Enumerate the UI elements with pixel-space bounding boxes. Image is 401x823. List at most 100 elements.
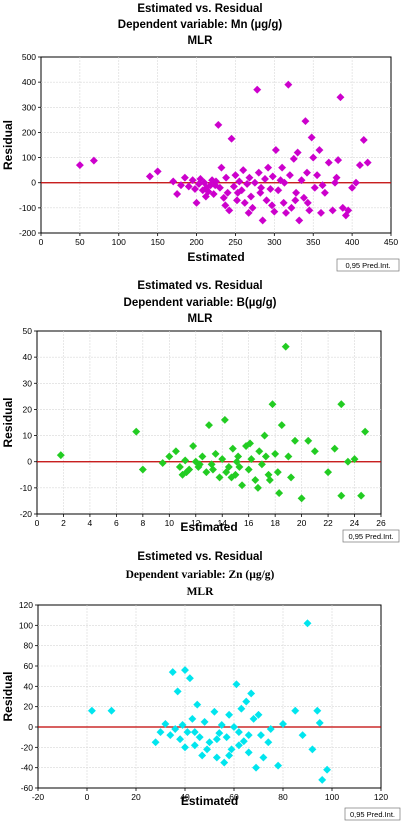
y-tick-label: 0 xyxy=(28,722,33,732)
x-tick-label: 350 xyxy=(306,237,320,247)
data-point xyxy=(271,146,280,155)
data-point xyxy=(229,182,238,191)
data-point xyxy=(222,468,231,477)
x-tick-label: 26 xyxy=(376,518,386,528)
x-tick-label: 200 xyxy=(189,237,203,247)
x-tick-label: 20 xyxy=(297,518,307,528)
data-point xyxy=(231,171,240,180)
y-tick-label: -100 xyxy=(19,203,36,213)
chart-title: Estimeted vs. Residual xyxy=(137,551,262,563)
data-point xyxy=(183,728,192,737)
legend-label: 0,95 Pred.Int. xyxy=(348,532,393,541)
data-point xyxy=(291,706,300,715)
data-point xyxy=(107,706,116,715)
data-point xyxy=(225,710,234,719)
data-point xyxy=(315,718,324,727)
data-point xyxy=(279,198,288,207)
data-point xyxy=(178,720,187,729)
data-point xyxy=(235,177,244,186)
data-point xyxy=(158,459,167,468)
data-point xyxy=(248,203,257,212)
data-point xyxy=(273,468,282,477)
data-point xyxy=(338,203,347,212)
chart-title: Estimated vs. Residual xyxy=(137,3,262,15)
data-point xyxy=(255,447,264,456)
data-point xyxy=(242,697,251,706)
data-point xyxy=(303,619,312,628)
data-point xyxy=(232,196,242,205)
data-point xyxy=(220,758,229,767)
data-point xyxy=(266,184,275,194)
x-tick-label: 300 xyxy=(267,237,281,247)
data-point xyxy=(222,173,231,182)
data-point xyxy=(324,158,333,167)
y-tick-label: 40 xyxy=(23,352,33,362)
y-tick-label: 0 xyxy=(27,457,32,467)
y-axis-label: Residual xyxy=(1,397,15,447)
x-tick-label: 0 xyxy=(85,792,90,802)
data-point xyxy=(225,206,234,215)
data-point xyxy=(165,452,174,461)
data-point xyxy=(190,184,200,194)
data-point xyxy=(278,163,287,172)
data-point xyxy=(138,465,147,474)
chart-method: MLR xyxy=(187,586,215,598)
data-point xyxy=(271,449,280,458)
x-tick-label: 14 xyxy=(217,518,227,528)
data-point xyxy=(185,674,194,683)
legend-label: 0,95 Pred.Int. xyxy=(350,810,395,819)
x-tick-label: 150 xyxy=(151,237,165,247)
plot-area xyxy=(37,604,382,789)
data-point xyxy=(343,457,352,466)
data-point xyxy=(275,489,284,498)
data-point xyxy=(268,172,277,181)
data-point xyxy=(315,146,324,155)
data-point xyxy=(176,735,185,744)
x-axis-label: Estimated xyxy=(181,794,238,808)
chart-3: Estimeted vs. Residual Dependent variable… xyxy=(1,551,401,821)
data-point xyxy=(205,738,214,747)
data-point xyxy=(254,168,263,177)
data-point xyxy=(220,415,229,424)
data-point xyxy=(56,451,65,460)
data-point xyxy=(292,188,301,197)
data-point xyxy=(259,753,268,762)
data-point xyxy=(257,460,266,469)
data-point xyxy=(310,183,319,192)
data-point xyxy=(219,193,228,202)
data-point xyxy=(215,473,224,482)
data-point xyxy=(264,738,273,747)
y-tick-label: 60 xyxy=(24,661,34,671)
data-point xyxy=(274,761,283,770)
data-point xyxy=(214,120,223,129)
data-point xyxy=(233,188,242,197)
data-point xyxy=(277,421,286,430)
x-tick-label: 16 xyxy=(244,518,254,528)
data-point xyxy=(320,188,329,197)
y-tick-label: 500 xyxy=(22,52,36,62)
data-point xyxy=(256,731,265,740)
data-point xyxy=(297,494,306,503)
x-tick-label: 24 xyxy=(350,518,360,528)
data-point xyxy=(195,733,204,742)
data-point xyxy=(188,714,197,723)
data-point xyxy=(215,729,224,738)
data-point xyxy=(295,216,304,225)
data-point xyxy=(265,476,274,485)
data-point xyxy=(247,455,256,464)
data-point xyxy=(189,442,198,451)
x-tick-label: 400 xyxy=(345,237,359,247)
data-point xyxy=(171,725,180,734)
data-point xyxy=(204,421,214,430)
y-tick-label: 10 xyxy=(23,431,33,441)
data-point xyxy=(359,135,368,144)
data-point xyxy=(244,748,253,757)
data-point xyxy=(250,178,259,187)
y-tick-label: 20 xyxy=(23,404,33,414)
data-point xyxy=(281,208,291,217)
data-point xyxy=(293,148,302,157)
data-point xyxy=(330,444,339,453)
data-point xyxy=(287,203,296,212)
data-point xyxy=(249,714,258,723)
x-axis-label: Estimated xyxy=(180,520,237,534)
